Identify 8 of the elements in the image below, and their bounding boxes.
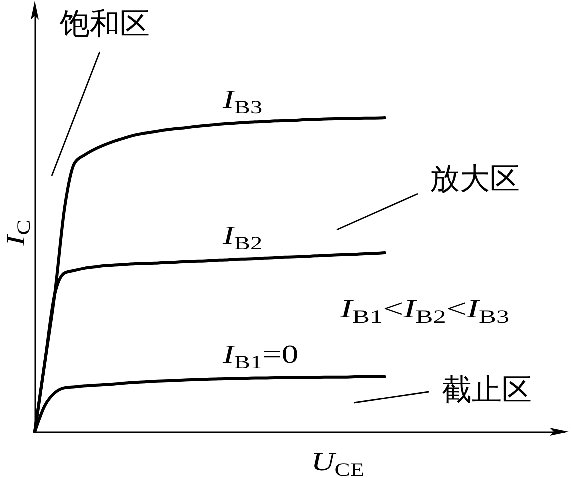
annotation: 放大区: [430, 163, 520, 196]
series-label: I$_{B3}$: [223, 85, 263, 118]
x-axis-title: U$_{CE}$: [311, 448, 365, 478]
annotation: 截止区: [442, 374, 532, 407]
series-label: I$_{B1}$=0: [223, 340, 299, 374]
annotation: I$_{B1}$<I$_{B2}$<I$_{B3}$: [340, 294, 510, 328]
text: 饱和区: [60, 8, 150, 41]
series-label: I$_{B2}$: [223, 221, 263, 255]
